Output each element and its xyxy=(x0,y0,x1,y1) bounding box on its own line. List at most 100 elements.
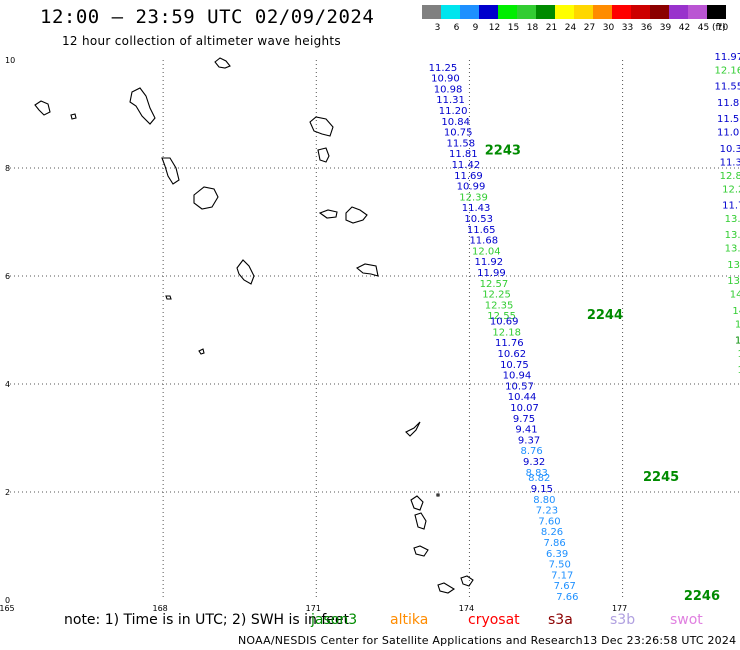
island-shape xyxy=(129,87,156,125)
data-point-label: 11.58 xyxy=(446,138,475,149)
footnote: note: 1) Time is in UTC; 2) SWH is in fe… xyxy=(64,612,350,628)
data-point-label: 10.98 xyxy=(434,84,463,95)
data-point-label: 10.39 xyxy=(720,144,740,155)
island-shape xyxy=(460,575,474,587)
legend-swatch xyxy=(555,5,574,19)
legend-label: 36 xyxy=(641,23,653,33)
island-shape xyxy=(437,582,456,594)
legend-swatch xyxy=(536,5,555,19)
island-shape xyxy=(214,57,231,69)
island-shape xyxy=(405,421,421,437)
data-point-label: 12.39 xyxy=(459,192,488,203)
legend-swatch xyxy=(669,5,688,19)
data-point-label: 11.77 xyxy=(722,201,740,212)
island-shape xyxy=(34,100,51,116)
data-point-label: 14.1 xyxy=(730,290,740,301)
pass-number-labels: 2243 2244 2245 2246 xyxy=(485,144,720,605)
data-point-label: 14. xyxy=(737,349,740,360)
data-point-label: 8.83 xyxy=(526,468,548,479)
data-point-label: 11.68 xyxy=(469,236,498,247)
island-shape xyxy=(356,263,379,277)
pass-number: 2244 xyxy=(587,308,623,323)
island-shape xyxy=(414,512,427,530)
legend-label: 33 xyxy=(622,23,633,33)
y-tick-label: 8 xyxy=(5,164,10,173)
data-point-label: 13.9 xyxy=(735,319,740,330)
legend-label: 27 xyxy=(584,23,595,33)
data-point-label: 10.84 xyxy=(441,117,470,128)
chart-subtitle: 12 hour collection of altimeter wave hei… xyxy=(62,34,341,48)
x-tick-label: 177 xyxy=(612,604,627,613)
data-point-label: 10.44 xyxy=(508,392,537,403)
island-shape xyxy=(165,295,172,300)
data-point-label: 11.31 xyxy=(436,95,465,106)
legend-swatch xyxy=(574,5,593,19)
satellite-label: s3a xyxy=(548,612,573,628)
data-point-label: 11.43 xyxy=(462,203,491,214)
island-shape xyxy=(413,545,429,557)
data-point-label: 11.76 xyxy=(495,338,524,349)
island-shape xyxy=(198,348,205,355)
legend-label: 24 xyxy=(565,23,577,33)
data-point-label: 12.25 xyxy=(482,290,511,301)
legend-label: 3 xyxy=(435,23,441,33)
data-point-label: 15. xyxy=(735,336,740,347)
data-point-label: 11.99 xyxy=(477,268,506,279)
data-point-label: 11.55 xyxy=(714,82,740,93)
data-point-label: 8.80 xyxy=(533,495,555,506)
pass-number: 2246 xyxy=(684,589,720,604)
data-point-label: 8.76 xyxy=(520,446,542,457)
data-point-label: 9.75 xyxy=(513,414,535,425)
wave-height-points: 11.2510.9010.9811.3111.2010.8410.7511.58… xyxy=(429,52,740,603)
data-point-label: 12.55 xyxy=(487,311,516,322)
data-point-label: 10.69 xyxy=(490,317,519,328)
island-shape xyxy=(309,116,334,137)
island-shape xyxy=(70,113,77,120)
data-point-label: 11.42 xyxy=(452,160,481,171)
data-point-label: 8.82 xyxy=(528,473,550,484)
data-point-label: 11.92 xyxy=(475,257,504,268)
data-point-label: 11.07 xyxy=(717,128,740,139)
legend-swatch xyxy=(688,5,707,19)
satellite-label: swot xyxy=(670,612,703,628)
data-point-label: 9.15 xyxy=(531,484,553,495)
legend-swatch xyxy=(631,5,650,19)
data-point-label: 11.97 xyxy=(714,52,740,63)
legend-swatch xyxy=(593,5,612,19)
data-point-label: 7.60 xyxy=(538,516,560,527)
data-point-label: 12.18 xyxy=(492,327,521,338)
legend-label: 42 xyxy=(679,23,690,33)
pass-number: 2245 xyxy=(643,470,679,485)
data-point-label: 11.69 xyxy=(454,171,483,182)
legend-swatch xyxy=(612,5,631,19)
satellite-label: altika xyxy=(390,612,429,628)
island-shape xyxy=(236,259,255,285)
y-tick-label: 0 xyxy=(5,596,10,605)
legend-swatch xyxy=(479,5,498,19)
data-point-label: 8.26 xyxy=(541,527,563,538)
legend-label: 15 xyxy=(508,23,519,33)
legend-label: 6 xyxy=(454,23,460,33)
data-point-label: 11.25 xyxy=(429,63,458,74)
data-point-label: 10.90 xyxy=(431,74,460,85)
legend-swatch xyxy=(498,5,517,19)
legend-label: 12 xyxy=(489,23,500,33)
legend-swatch xyxy=(441,5,460,19)
legend-swatch xyxy=(460,5,479,19)
satellite-label: jason3 xyxy=(311,612,358,628)
island-shape xyxy=(193,186,219,210)
data-point-label: 10.75 xyxy=(500,360,529,371)
data-point-label: 11.65 xyxy=(467,225,496,236)
data-point-label: 11.81 xyxy=(449,149,478,160)
data-point-label: 7.67 xyxy=(554,581,576,592)
legend-swatch xyxy=(650,5,669,19)
data-point-label: 11.32 xyxy=(720,157,740,168)
data-point-label: 10.99 xyxy=(457,182,486,193)
island-shape xyxy=(317,147,330,163)
data-point-label: 10.57 xyxy=(505,381,534,392)
legend-label: 70 xyxy=(717,23,729,33)
island-shape xyxy=(161,157,180,185)
data-point-label: 7.50 xyxy=(549,560,571,571)
data-point-label: 14.7 xyxy=(732,306,740,317)
